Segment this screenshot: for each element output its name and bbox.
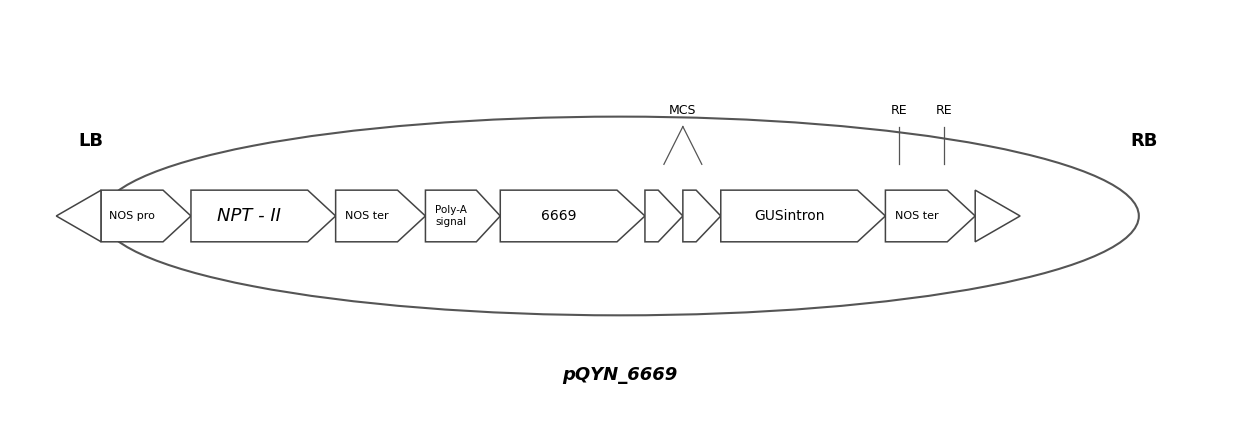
Polygon shape bbox=[975, 190, 1021, 242]
Polygon shape bbox=[885, 190, 975, 242]
Polygon shape bbox=[645, 190, 683, 242]
Polygon shape bbox=[683, 190, 720, 242]
Text: RE: RE bbox=[936, 104, 952, 117]
Text: NOS pro: NOS pro bbox=[109, 211, 155, 221]
Text: MCS: MCS bbox=[670, 104, 697, 117]
Text: LB: LB bbox=[78, 132, 104, 150]
Text: NOS ter: NOS ter bbox=[894, 211, 939, 221]
Polygon shape bbox=[102, 190, 191, 242]
Polygon shape bbox=[500, 190, 645, 242]
Polygon shape bbox=[336, 190, 425, 242]
Text: pQYN_6669: pQYN_6669 bbox=[563, 366, 677, 384]
Polygon shape bbox=[191, 190, 336, 242]
Text: NOS ter: NOS ter bbox=[345, 211, 388, 221]
Polygon shape bbox=[56, 190, 102, 242]
Text: RE: RE bbox=[892, 104, 908, 117]
Polygon shape bbox=[720, 190, 885, 242]
Text: Poly-A
signal: Poly-A signal bbox=[435, 205, 466, 227]
Text: GUSintron: GUSintron bbox=[754, 209, 825, 223]
Text: NPT - II: NPT - II bbox=[217, 207, 281, 225]
Text: RB: RB bbox=[1130, 132, 1157, 150]
Polygon shape bbox=[425, 190, 500, 242]
Text: 6669: 6669 bbox=[541, 209, 577, 223]
